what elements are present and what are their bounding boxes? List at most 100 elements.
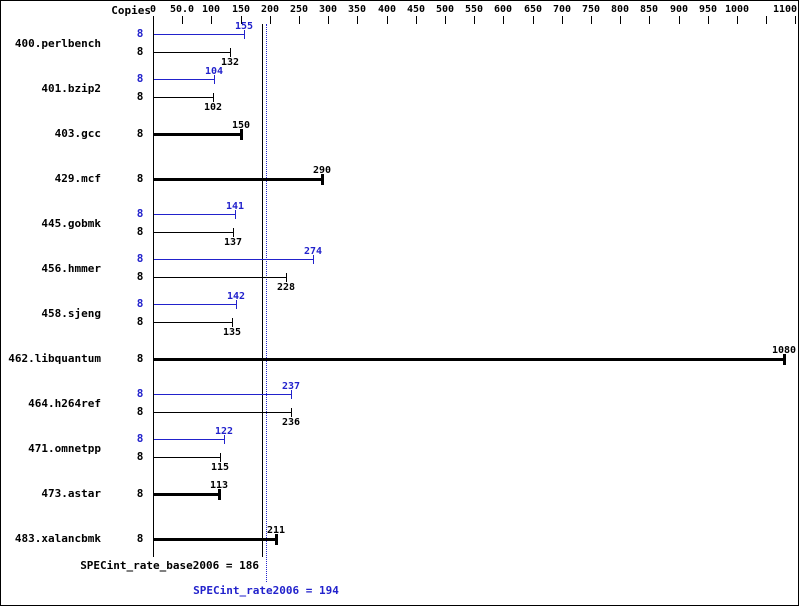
base-bar [154, 178, 323, 181]
bar-end-cap [214, 75, 215, 84]
axis-tick-label: 750 [581, 4, 601, 15]
result-bar [154, 394, 292, 395]
peak-metric-line [266, 24, 267, 582]
bar-value-label: 1080 [771, 345, 797, 356]
axis-tick [795, 16, 796, 24]
bar-value-label: 113 [209, 480, 229, 491]
axis-tick-label: 350 [347, 4, 367, 15]
result-bar [154, 457, 221, 458]
copies-value: 8 [136, 90, 144, 103]
axis-tick [328, 16, 329, 24]
copies-column-header: Copies [111, 4, 151, 17]
bar-end-cap [275, 534, 278, 545]
benchmark-label: 464.h264ref [28, 397, 101, 410]
copies-value: 8 [136, 450, 144, 463]
base-summary-text: SPECint_rate_base2006 = 186 [80, 559, 259, 572]
bar-end-cap [230, 48, 231, 57]
y-axis-line [153, 16, 154, 557]
bar-value-label: 132 [220, 57, 240, 68]
benchmark-label: 473.astar [41, 487, 101, 500]
axis-tick [737, 16, 738, 24]
bar-end-cap [286, 273, 287, 282]
axis-tick [649, 16, 650, 24]
bar-end-cap [321, 174, 324, 185]
result-bar [154, 232, 234, 233]
bar-end-cap [313, 255, 314, 264]
result-bar [154, 52, 231, 53]
bar-end-cap [244, 30, 245, 39]
bar-end-cap [218, 489, 221, 500]
axis-tick [387, 16, 388, 24]
bar-end-cap [213, 93, 214, 102]
axis-tick-label: 1100 [772, 4, 798, 15]
bar-value-label: 274 [303, 246, 323, 257]
axis-tick [445, 16, 446, 24]
axis-tick [708, 16, 709, 24]
bar-end-cap [235, 210, 236, 219]
copies-value: 8 [136, 432, 144, 445]
benchmark-label: 401.bzip2 [41, 82, 101, 95]
result-bar [154, 439, 225, 440]
axis-tick [241, 16, 242, 24]
axis-tick-label: 700 [552, 4, 572, 15]
bar-value-label: 122 [214, 426, 234, 437]
benchmark-label: 471.omnetpp [28, 442, 101, 455]
result-bar [154, 412, 292, 413]
copies-value: 8 [136, 127, 144, 140]
axis-tick [474, 16, 475, 24]
copies-value: 8 [136, 270, 144, 283]
result-bar [154, 214, 236, 215]
benchmark-label: 483.xalancbmk [14, 532, 101, 545]
benchmark-label: 456.hmmer [41, 262, 101, 275]
axis-tick-label: 600 [493, 4, 513, 15]
axis-tick-label: 50.0 [169, 4, 195, 15]
bar-value-label: 104 [204, 66, 224, 77]
bar-value-label: 237 [281, 381, 301, 392]
copies-value: 8 [136, 207, 144, 220]
result-bar [154, 304, 237, 305]
base-metric-line [262, 24, 263, 557]
axis-tick-label: 300 [318, 4, 338, 15]
copies-value: 8 [136, 27, 144, 40]
bar-end-cap [220, 453, 221, 462]
base-bar [154, 493, 220, 496]
axis-tick [503, 16, 504, 24]
result-bar [154, 79, 215, 80]
axis-tick [620, 16, 621, 24]
axis-tick [679, 16, 680, 24]
axis-tick-label: 200 [260, 4, 280, 15]
bar-end-cap [232, 318, 233, 327]
bar-value-label: 141 [225, 201, 245, 212]
bar-end-cap [291, 390, 292, 399]
bar-value-label: 137 [223, 237, 243, 248]
base-bar [154, 358, 785, 361]
copies-value: 8 [136, 172, 144, 185]
axis-tick-label: 450 [406, 4, 426, 15]
benchmark-label: 458.sjeng [41, 307, 101, 320]
axis-tick [766, 16, 767, 24]
bar-end-cap [291, 408, 292, 417]
axis-tick [357, 16, 358, 24]
benchmark-label: 400.perlbench [14, 37, 101, 50]
bar-end-cap [240, 129, 243, 140]
axis-tick-label: 1000 [724, 4, 750, 15]
result-bar [154, 259, 314, 260]
bar-end-cap [783, 354, 786, 365]
axis-tick-label: 150 [231, 4, 251, 15]
base-bar [154, 538, 277, 541]
result-bar [154, 277, 287, 278]
axis-tick [153, 16, 154, 24]
axis-tick [182, 16, 183, 24]
result-bar [154, 97, 214, 98]
axis-tick-label: 550 [464, 4, 484, 15]
bar-value-label: 290 [312, 165, 332, 176]
result-bar [154, 34, 245, 35]
axis-tick-label: 500 [435, 4, 455, 15]
copies-value: 8 [136, 72, 144, 85]
peak-summary-text: SPECint_rate2006 = 194 [193, 584, 339, 597]
copies-value: 8 [136, 405, 144, 418]
benchmark-label: 462.libquantum [8, 352, 101, 365]
bar-value-label: 135 [222, 327, 242, 338]
